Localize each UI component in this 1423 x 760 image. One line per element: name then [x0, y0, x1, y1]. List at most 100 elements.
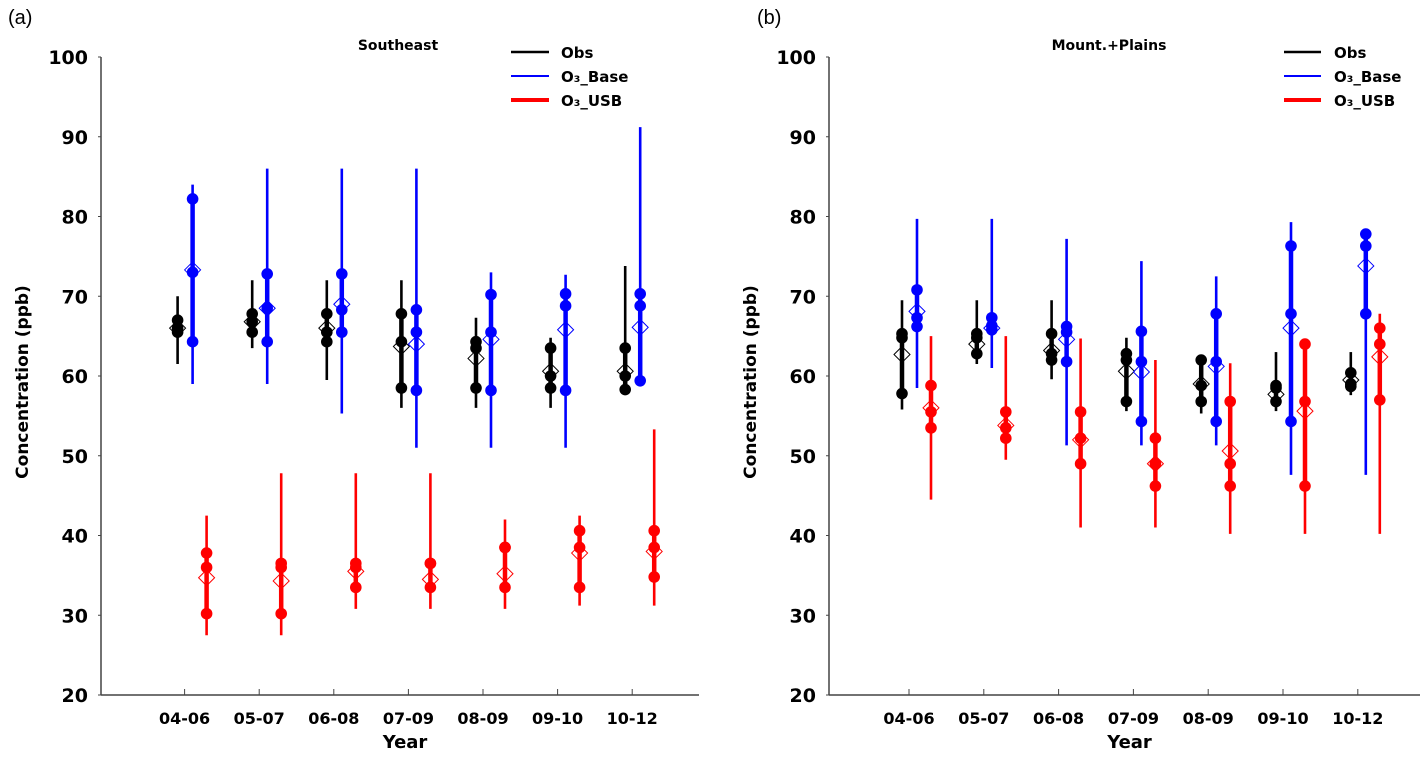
data-point: [171, 322, 184, 334]
data-point: [1210, 307, 1222, 320]
data-point: [559, 384, 572, 397]
data-point: [1120, 395, 1133, 408]
data-point: [1224, 457, 1236, 470]
data-point: [971, 347, 983, 360]
data-point: [925, 379, 937, 392]
data-point: [186, 193, 199, 205]
x-tick-label: 07-09: [383, 709, 434, 728]
data-point: [573, 541, 586, 554]
mean-diamond-marker: [1071, 431, 1090, 449]
legend-label: O₃_USB: [1334, 92, 1395, 110]
data-point: [573, 524, 586, 537]
data-point: [1120, 347, 1133, 360]
mean-diamond-marker: [243, 313, 261, 331]
data-point: [1000, 406, 1012, 418]
mean-diamond-marker: [570, 544, 589, 562]
data-point: [1210, 355, 1222, 368]
y-tick-label: 70: [790, 286, 816, 308]
data-point: [1224, 480, 1236, 492]
data-point: [986, 311, 998, 324]
x-axis-label: Year: [1106, 732, 1152, 753]
x-tick-label: 05-07: [958, 709, 1009, 728]
data-point: [634, 300, 646, 312]
mean-diamond-marker: [1282, 319, 1300, 337]
data-point: [1060, 320, 1073, 333]
data-point: [1374, 394, 1386, 406]
mean-diamond-marker: [1192, 375, 1210, 393]
mean-diamond-marker: [168, 319, 187, 337]
data-point: [395, 335, 408, 348]
y-tick-label: 50: [790, 446, 816, 468]
data-point: [200, 607, 213, 620]
data-point: [321, 307, 333, 320]
data-point: [1045, 347, 1058, 360]
data-point: [410, 304, 423, 316]
mean-diamond-marker: [908, 302, 926, 321]
y-tick-label: 40: [790, 526, 816, 548]
mean-diamond-marker: [1042, 341, 1061, 360]
data-point: [200, 561, 213, 574]
data-point: [1210, 415, 1222, 428]
data-point: [1135, 415, 1148, 428]
y-axis-label: Concentration (ppb): [741, 285, 761, 479]
data-point: [573, 581, 586, 594]
chart-title: Southeast: [358, 38, 439, 54]
y-tick-label: 80: [790, 207, 816, 229]
data-point: [424, 557, 437, 570]
y-tick-label: 30: [790, 605, 816, 627]
data-point: [1074, 406, 1087, 418]
data-point: [896, 387, 908, 400]
legend-label: O₃_Base: [1334, 68, 1401, 86]
y-tick-label: 90: [790, 127, 816, 149]
mean-diamond-marker: [556, 321, 575, 339]
x-tick-label: 09-10: [1257, 709, 1308, 728]
data-point: [925, 422, 937, 434]
data-point: [1149, 480, 1162, 492]
data-point: [1195, 379, 1207, 392]
series-obs: [168, 265, 634, 408]
mean-diamond-marker: [922, 399, 940, 417]
data-point: [634, 288, 646, 300]
mean-diamond-marker: [347, 562, 365, 581]
x-axis-label: Year: [382, 732, 428, 753]
data-point: [1074, 432, 1087, 445]
mean-diamond-marker: [1371, 348, 1389, 366]
y-tick-label: 20: [62, 685, 88, 707]
data-point: [1149, 457, 1162, 470]
legend-label: O₃_Base: [561, 68, 628, 86]
data-point: [1135, 355, 1148, 368]
x-tick-label: 05-07: [234, 709, 285, 728]
mean-diamond-marker: [1342, 371, 1360, 389]
data-point: [559, 288, 572, 300]
data-point: [1270, 395, 1282, 408]
data-point: [1045, 327, 1058, 340]
data-point: [1285, 307, 1297, 320]
mean-diamond-marker: [318, 319, 336, 337]
y-tick-label: 40: [62, 526, 88, 548]
mean-diamond-marker: [258, 299, 276, 317]
data-point: [499, 581, 511, 594]
data-point: [1060, 355, 1073, 368]
data-point: [896, 327, 908, 340]
data-point: [261, 302, 274, 315]
data-point: [200, 547, 213, 559]
data-point: [1285, 240, 1297, 252]
legend-label: Obs: [561, 44, 593, 62]
data-point: [911, 311, 923, 324]
data-point: [246, 315, 258, 328]
data-point: [1360, 307, 1372, 320]
panel-label: (a): [8, 7, 32, 29]
x-tick-label: 04-06: [159, 709, 210, 728]
mean-diamond-marker: [392, 337, 411, 356]
data-point: [1299, 395, 1311, 408]
data-point: [1224, 395, 1236, 408]
data-point: [336, 304, 348, 316]
y-tick-label: 50: [62, 446, 88, 468]
data-point: [470, 382, 482, 394]
y-tick-label: 20: [790, 685, 816, 707]
y-tick-label: 60: [62, 366, 88, 388]
mean-diamond-marker: [541, 362, 560, 380]
data-point: [246, 326, 258, 338]
panel-label: (b): [757, 7, 781, 29]
x-tick-label: 08-09: [1183, 709, 1234, 728]
